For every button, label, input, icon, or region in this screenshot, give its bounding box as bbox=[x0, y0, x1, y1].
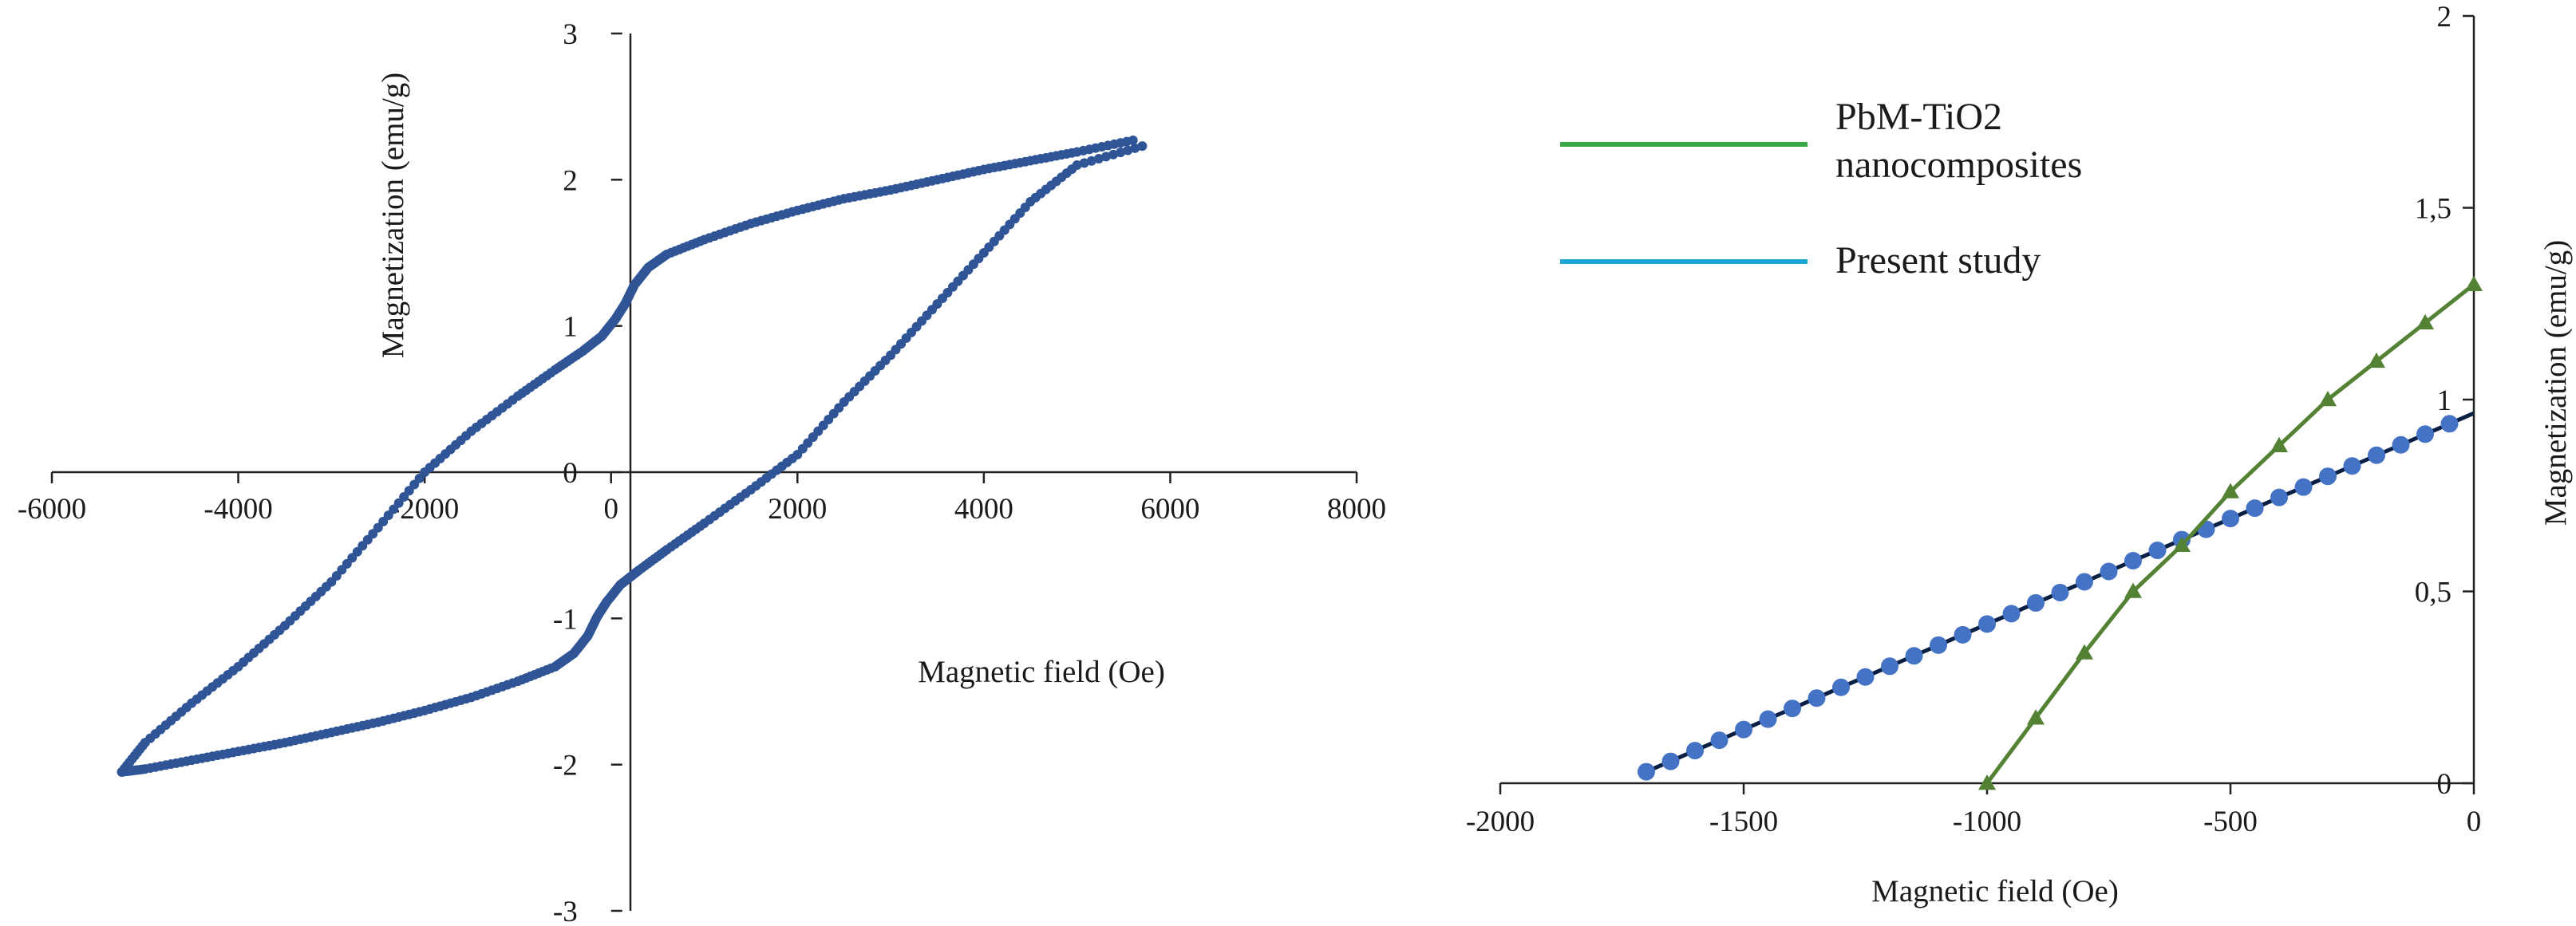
pbm-tio2-point bbox=[2173, 536, 2191, 553]
left-data-point bbox=[1079, 158, 1089, 168]
present-study-point bbox=[2100, 562, 2118, 581]
present-study-point bbox=[1808, 689, 1826, 707]
left-y-tick-label: -1 bbox=[553, 603, 578, 636]
left-y-axis-label: Magnetization (emu/g) bbox=[376, 73, 410, 358]
pbm-tio2-point bbox=[2368, 352, 2385, 368]
left-y-tick-label: 0 bbox=[563, 457, 578, 490]
right-y-tick-label: 1,5 bbox=[2415, 193, 2452, 226]
present-study-point bbox=[2002, 605, 2021, 623]
present-study-point bbox=[1638, 762, 1655, 781]
right-y-tick-label: 0,5 bbox=[2415, 577, 2452, 609]
legend: PbM-TiO2 nanocomposites Present study bbox=[1560, 96, 2082, 282]
left-x-tick-label: -6000 bbox=[18, 493, 86, 526]
left-y-tick-label: 2 bbox=[563, 164, 578, 197]
hysteresis-chart: -6000 -4000 -2000 0 2000 4000 6000 80003210-1-2… bbox=[18, 18, 1386, 926]
left-x-tick-label: 0 bbox=[603, 493, 618, 526]
left-x-axis-label: Magnetic field (Oe) bbox=[918, 655, 1165, 689]
present-study-point bbox=[1784, 699, 1801, 718]
left-x-tick-label: 4000 bbox=[954, 493, 1013, 526]
present-study-point bbox=[2148, 542, 2167, 560]
left-x-tick-label: -4000 bbox=[203, 493, 272, 526]
right-x-tick-label: -2000 bbox=[1466, 806, 1535, 838]
present-study-point bbox=[1735, 720, 1752, 739]
left-data-point bbox=[1086, 156, 1096, 166]
present-study-point bbox=[2343, 457, 2361, 475]
present-study-point bbox=[2392, 435, 2410, 454]
present-study-point bbox=[2222, 510, 2239, 528]
right-axis-ticks bbox=[1499, 14, 2475, 794]
present-study-point bbox=[1686, 742, 1704, 760]
pbm-tio2-line bbox=[1985, 282, 2475, 785]
present-study-point bbox=[2076, 573, 2093, 591]
left-data-point bbox=[1116, 148, 1126, 158]
pbm-tio2-point bbox=[1978, 774, 1996, 790]
present-study-point bbox=[2440, 415, 2459, 433]
pbm-tio2-point bbox=[2465, 275, 2483, 291]
pbm-tio2-point bbox=[2076, 644, 2093, 660]
right-x-tick-label: 0 bbox=[2467, 806, 2482, 838]
pbm-tio2-point bbox=[2222, 483, 2239, 498]
zoom-chart: -2000 -1500 -1000 -500 0 2 1,5 1 0,5 0 Magnetic f… bbox=[1466, 1, 2573, 908]
present-study-point bbox=[1856, 668, 1875, 686]
left-x-tick-label: 8000 bbox=[1327, 493, 1386, 526]
right-tick-labels: -2000 -1500 -1000 -500 0 2 1,5 1 0,5 0 bbox=[1466, 1, 2481, 838]
present-study-point bbox=[2246, 499, 2264, 518]
present-study-point bbox=[2416, 425, 2434, 443]
left-data-point bbox=[1130, 143, 1140, 153]
pbm-tio2-point bbox=[2319, 391, 2337, 407]
present-study-point bbox=[2368, 446, 2385, 464]
present-study-point bbox=[1954, 625, 1972, 644]
right-y-tick-label: 2 bbox=[2437, 1, 2452, 33]
present-study-point bbox=[1881, 657, 1898, 676]
present-study-point bbox=[2124, 552, 2142, 570]
pbm-tio2-point bbox=[2124, 582, 2142, 598]
present-study-point bbox=[2051, 583, 2069, 601]
left-data-point bbox=[1093, 154, 1104, 164]
right-y-tick-label: 0 bbox=[2437, 768, 2452, 801]
present-study-point bbox=[1832, 678, 1850, 696]
right-x-tick-label: -1000 bbox=[1953, 806, 2021, 838]
present-study-point bbox=[1978, 615, 1996, 633]
present-study-point bbox=[1905, 647, 1923, 665]
pbm-tio2-point bbox=[2027, 709, 2045, 725]
present-study-point bbox=[2294, 478, 2313, 496]
present-study-point bbox=[1930, 636, 1947, 654]
present-study-point bbox=[1759, 710, 1777, 728]
legend-label-present-study: Present study bbox=[1835, 239, 2041, 282]
left-data-point bbox=[1137, 141, 1148, 152]
left-data-point bbox=[1100, 152, 1111, 162]
right-y-tick-label: 1 bbox=[2437, 384, 2452, 417]
present-study-point bbox=[2319, 467, 2337, 486]
left-y-tick-label: 3 bbox=[563, 18, 578, 51]
left-data-point bbox=[1108, 149, 1119, 160]
left-data-point bbox=[1072, 160, 1082, 170]
present-study-point bbox=[1710, 731, 1729, 750]
left-x-tick-label: 6000 bbox=[1140, 493, 1199, 526]
left-y-tick-label: -3 bbox=[553, 896, 578, 926]
present-study-point bbox=[2027, 593, 2045, 612]
left-data-point bbox=[1123, 145, 1133, 156]
left-data-points bbox=[117, 135, 1148, 777]
legend-label-pbm-line2: nanocomposites bbox=[1835, 144, 2082, 186]
legend-label-pbm-line1: PbM-TiO2 bbox=[1835, 96, 2002, 138]
left-axis-ticks bbox=[50, 32, 1358, 912]
right-x-tick-label: -1500 bbox=[1709, 806, 1778, 838]
right-data-series bbox=[1638, 275, 2483, 790]
left-tick-labels: -6000 -4000 -2000 0 2000 4000 6000 80003210-1-2… bbox=[18, 18, 1386, 926]
pbm-tio2-point bbox=[2270, 436, 2288, 452]
right-x-axis-label: Magnetic field (Oe) bbox=[1871, 874, 2119, 908]
left-y-tick-label: 1 bbox=[563, 311, 578, 344]
right-x-tick-label: -500 bbox=[2203, 806, 2258, 838]
pbm-tio2-point bbox=[2416, 313, 2434, 330]
present-study-point bbox=[2270, 488, 2288, 506]
left-x-tick-label: 2000 bbox=[768, 493, 827, 526]
present-study-point bbox=[1661, 752, 1680, 770]
left-y-tick-label: -2 bbox=[553, 750, 578, 782]
right-y-axis-label: Magnetization (emu/g) bbox=[2538, 240, 2573, 526]
